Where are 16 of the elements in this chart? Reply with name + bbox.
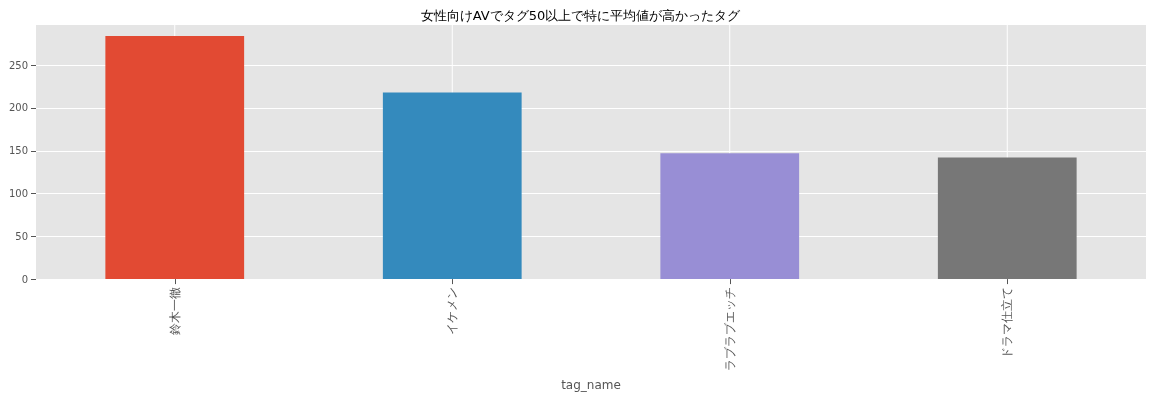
x-tick-label: ラブラブエッチ	[722, 287, 737, 372]
x-tick-label: イケメン	[445, 287, 460, 336]
chart-title: 女性向けAVでタグ50以上で特に平均値が高かったタグ	[420, 8, 742, 23]
bar	[105, 36, 245, 280]
y-tick-label: 100	[8, 188, 28, 200]
x-axis-title: tag_name	[561, 378, 621, 392]
y-tick-label: 200	[8, 102, 28, 114]
x-tick-label: 鈴木一徹	[167, 287, 182, 336]
x-tick-label: ドラマ仕立て	[1000, 287, 1015, 360]
bar	[937, 157, 1077, 280]
y-tick-label: 50	[15, 230, 28, 242]
y-tick-label: 250	[8, 59, 28, 71]
bar	[660, 153, 800, 280]
y-tick-label: 150	[8, 145, 28, 157]
bar	[382, 92, 522, 280]
y-tick-label: 0	[21, 273, 28, 285]
